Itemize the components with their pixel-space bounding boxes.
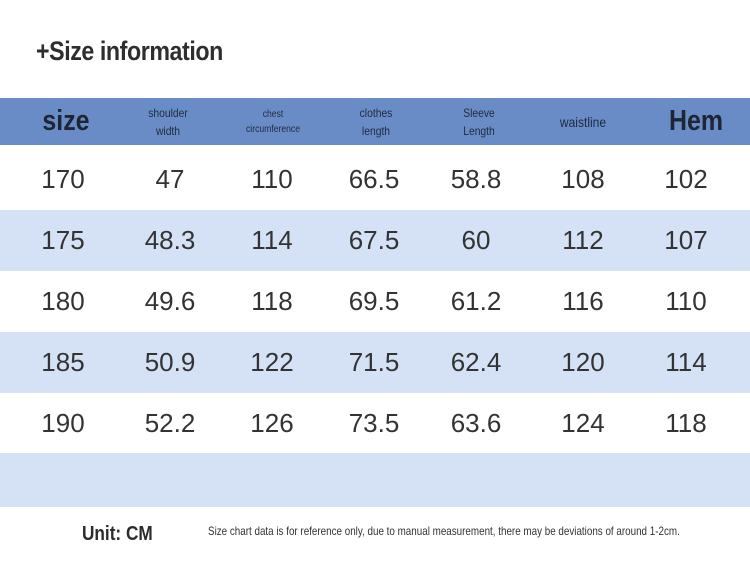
cell-hem: 102	[664, 164, 708, 194]
header-shoulder: shoulder width	[148, 105, 188, 138]
cell-chest: 118	[251, 286, 293, 316]
header-chest: chest circumference	[245, 108, 301, 135]
cell-sleeve: 63.6	[450, 408, 502, 438]
cell-hem: 118	[665, 408, 707, 438]
cell-size: 180	[41, 286, 85, 316]
cell-shoulder: 48.3	[144, 225, 196, 255]
cell-waist: 116	[562, 286, 604, 316]
empty-row	[0, 453, 750, 507]
header-sleeve: Sleeve Length	[463, 105, 495, 138]
cell-size: 185	[41, 347, 85, 377]
cell-length: 69.5	[348, 286, 400, 316]
header-size: size	[42, 105, 90, 137]
cell-chest: 126	[250, 408, 294, 438]
disclaimer-note: Size chart data is for reference only, d…	[208, 524, 680, 538]
cell-length: 73.5	[348, 408, 400, 438]
cell-shoulder: 49.6	[144, 286, 196, 316]
table-row: 190 52.2 126 73.5 63.6 124 118	[0, 393, 750, 454]
cell-chest: 114	[251, 225, 293, 255]
cell-sleeve: 58.8	[450, 164, 502, 194]
header-waist: waistline	[559, 113, 607, 130]
cell-shoulder: 47	[155, 164, 185, 194]
cell-waist: 124	[561, 408, 605, 438]
cell-waist: 120	[561, 347, 605, 377]
table-header: size shoulder width chest circumference …	[0, 98, 750, 145]
header-length: clothes length	[359, 105, 393, 138]
cell-size: 170	[41, 164, 85, 194]
unit-label: Unit: CM	[82, 523, 153, 545]
table-row: 185 50.9 122 71.5 62.4 120 114	[0, 332, 750, 393]
cell-size: 175	[41, 225, 85, 255]
table-row: 170 47 110 66.5 58.8 108 102	[0, 149, 750, 210]
cell-sleeve: 61.2	[450, 286, 502, 316]
table-row: 175 48.3 114 67.5 60 112 107	[0, 210, 750, 271]
cell-hem: 114	[665, 347, 707, 377]
cell-shoulder: 52.2	[144, 408, 196, 438]
cell-sleeve: 60	[461, 225, 491, 255]
cell-shoulder: 50.9	[144, 347, 196, 377]
cell-chest: 110	[251, 164, 293, 194]
cell-size: 190	[41, 408, 85, 438]
cell-waist: 112	[562, 225, 604, 255]
cell-chest: 122	[250, 347, 294, 377]
cell-length: 67.5	[348, 225, 400, 255]
cell-sleeve: 62.4	[450, 347, 502, 377]
cell-waist: 108	[561, 164, 605, 194]
table-row: 180 49.6 118 69.5 61.2 116 110	[0, 271, 750, 332]
cell-hem: 110	[665, 286, 707, 316]
cell-length: 66.5	[348, 164, 400, 194]
cell-hem: 107	[664, 225, 708, 255]
cell-length: 71.5	[348, 347, 400, 377]
header-hem: Hem	[668, 105, 724, 137]
page-title: +Size information	[36, 36, 223, 66]
